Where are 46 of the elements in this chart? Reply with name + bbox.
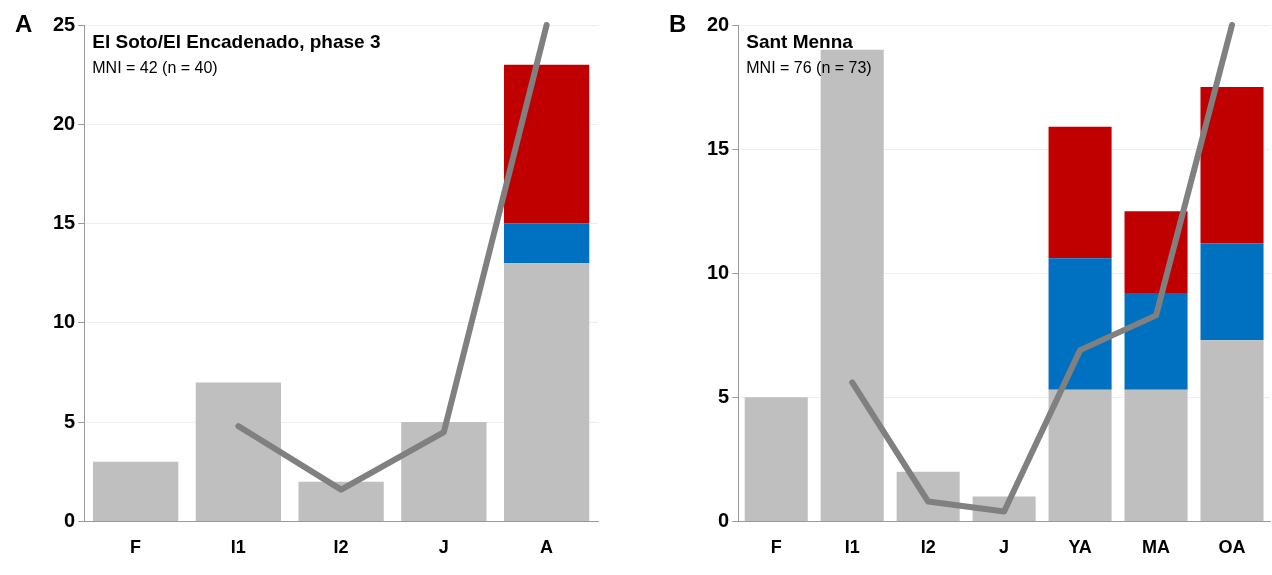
x-tick-label: I1	[230, 537, 246, 558]
chart-title: Sant Menna	[746, 30, 854, 52]
bar	[195, 382, 282, 521]
y-tick-label: 5	[64, 409, 76, 432]
y-tick-label: 25	[53, 12, 76, 35]
x-tick-label: I2	[920, 537, 936, 558]
text: A	[14, 9, 33, 37]
bar	[503, 223, 590, 264]
x-tick-label: YA	[1068, 537, 1092, 558]
y-tick-label: 10	[707, 260, 730, 283]
y-tick-label: 20	[707, 12, 730, 35]
bar	[1200, 243, 1264, 341]
y-tick-label: 15	[53, 211, 76, 234]
y-tick-label: 15	[707, 136, 730, 159]
y-tick-label: 20	[53, 111, 76, 134]
x-tick-label: MA	[1142, 537, 1171, 558]
x-tick-label: OA	[1218, 537, 1246, 558]
bar	[503, 64, 590, 224]
y-tick-label: 5	[718, 384, 730, 407]
chart-title: El Soto/El Encadenado, phase 3	[92, 30, 381, 52]
bar	[1200, 340, 1264, 521]
x-tick-label: J	[999, 537, 1010, 558]
x-tick-label: I1	[844, 537, 860, 558]
text: MNI = 76 (n = 73)	[746, 59, 872, 77]
x-tick-label: F	[770, 537, 782, 558]
bar	[401, 422, 487, 521]
bar	[1124, 389, 1188, 521]
bar	[1048, 389, 1112, 521]
y-tick-label: 0	[718, 508, 730, 531]
bar	[1200, 87, 1264, 244]
x-tick-label: J	[438, 537, 449, 558]
bar	[1124, 293, 1188, 390]
x-tick-label: A	[540, 537, 554, 558]
bar	[503, 263, 590, 521]
bar	[1048, 126, 1112, 259]
bar	[92, 461, 179, 521]
bar	[298, 481, 384, 521]
y-tick-label: 10	[53, 310, 76, 333]
x-tick-label: F	[130, 537, 142, 558]
bar	[1124, 211, 1188, 294]
y-tick-label: 0	[64, 508, 76, 531]
text: B	[668, 9, 687, 37]
bar	[1048, 258, 1112, 390]
bar	[744, 397, 808, 521]
x-tick-label: I2	[333, 537, 349, 558]
text: MNI = 42 (n = 40)	[92, 59, 218, 77]
